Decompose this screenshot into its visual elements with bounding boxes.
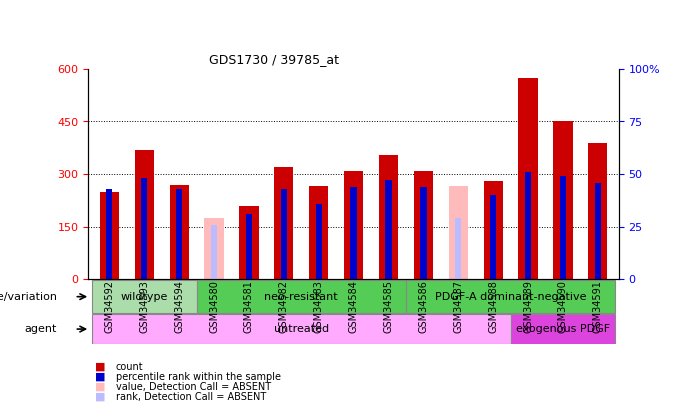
Text: GSM34584: GSM34584 bbox=[349, 280, 358, 333]
Text: ■: ■ bbox=[95, 382, 105, 392]
Text: GSM34583: GSM34583 bbox=[313, 280, 324, 333]
Text: PDGF-A dominant-negative: PDGF-A dominant-negative bbox=[435, 292, 586, 302]
Text: GSM34580: GSM34580 bbox=[209, 280, 219, 333]
Bar bbox=[588, 143, 607, 279]
Text: percentile rank within the sample: percentile rank within the sample bbox=[116, 372, 281, 382]
Bar bbox=[106, 189, 112, 279]
Text: GSM34588: GSM34588 bbox=[488, 280, 498, 333]
Title: GDS1730 / 39785_at: GDS1730 / 39785_at bbox=[209, 53, 339, 66]
Text: ■: ■ bbox=[95, 392, 105, 402]
Bar bbox=[344, 171, 363, 279]
Bar bbox=[205, 218, 224, 279]
Bar bbox=[316, 204, 322, 279]
Text: GSM34581: GSM34581 bbox=[244, 280, 254, 333]
Text: value, Detection Call = ABSENT: value, Detection Call = ABSENT bbox=[116, 382, 271, 392]
Text: neo-resistant: neo-resistant bbox=[265, 292, 338, 302]
Bar bbox=[525, 172, 531, 279]
Bar bbox=[141, 178, 148, 279]
Bar bbox=[245, 214, 252, 279]
Text: untreated: untreated bbox=[273, 324, 329, 334]
Text: GSM34594: GSM34594 bbox=[174, 280, 184, 333]
Bar bbox=[449, 186, 468, 279]
Bar bbox=[379, 155, 398, 279]
Bar bbox=[560, 176, 566, 279]
Bar bbox=[100, 192, 119, 279]
Text: GSM34592: GSM34592 bbox=[104, 280, 114, 333]
Bar bbox=[414, 171, 433, 279]
Text: genotype/variation: genotype/variation bbox=[0, 292, 57, 302]
Bar bbox=[386, 181, 392, 279]
Bar bbox=[176, 189, 182, 279]
Bar bbox=[309, 186, 328, 279]
Text: agent: agent bbox=[24, 324, 57, 334]
Text: GSM34589: GSM34589 bbox=[523, 280, 533, 333]
Bar bbox=[595, 183, 601, 279]
Bar bbox=[274, 167, 293, 279]
Text: ■: ■ bbox=[95, 372, 105, 382]
Bar bbox=[92, 315, 511, 343]
Text: rank, Detection Call = ABSENT: rank, Detection Call = ABSENT bbox=[116, 392, 266, 402]
Bar bbox=[197, 280, 406, 313]
Bar bbox=[455, 218, 462, 279]
Bar bbox=[92, 280, 197, 313]
Text: GSM34591: GSM34591 bbox=[593, 280, 603, 333]
Bar bbox=[406, 280, 615, 313]
Bar bbox=[483, 181, 503, 279]
Bar bbox=[169, 185, 189, 279]
Bar bbox=[211, 225, 217, 279]
Text: GSM34582: GSM34582 bbox=[279, 280, 289, 333]
Text: wildtype: wildtype bbox=[120, 292, 168, 302]
Bar bbox=[281, 189, 287, 279]
Bar bbox=[350, 187, 357, 279]
Text: GSM34586: GSM34586 bbox=[418, 280, 428, 333]
Bar bbox=[239, 206, 258, 279]
Text: GSM34593: GSM34593 bbox=[139, 280, 149, 333]
Text: exogenous PDGF: exogenous PDGF bbox=[516, 324, 610, 334]
Text: GSM34585: GSM34585 bbox=[384, 280, 394, 333]
Bar bbox=[518, 78, 538, 279]
Text: GSM34590: GSM34590 bbox=[558, 280, 568, 333]
Text: count: count bbox=[116, 362, 143, 371]
Text: GSM34587: GSM34587 bbox=[454, 280, 463, 333]
Bar bbox=[135, 149, 154, 279]
Bar bbox=[511, 315, 615, 343]
Bar bbox=[490, 195, 496, 279]
Bar bbox=[420, 187, 426, 279]
Bar bbox=[554, 122, 573, 279]
Text: ■: ■ bbox=[95, 362, 105, 371]
